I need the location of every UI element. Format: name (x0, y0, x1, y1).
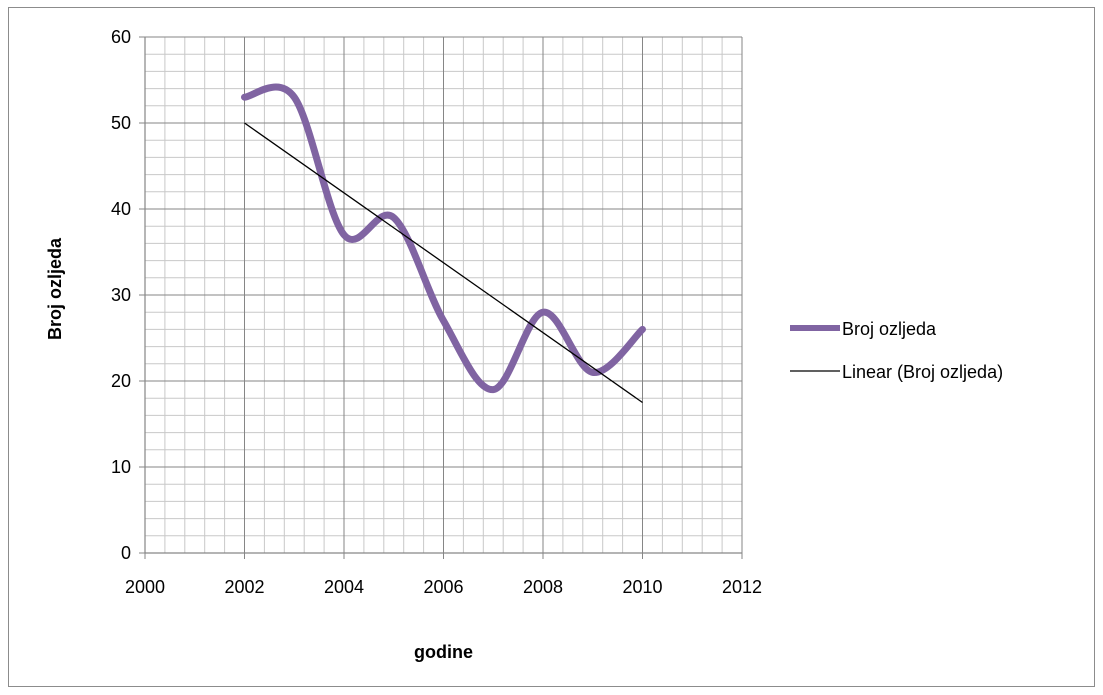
y-tick-labels: 0 10 20 30 40 50 60 (111, 27, 131, 563)
x-tick-labels: 2000 2002 2004 2006 2008 2010 2012 (125, 577, 762, 597)
x-tick-label: 2012 (722, 577, 762, 597)
x-tick-label: 2008 (523, 577, 563, 597)
major-gridlines (144, 36, 743, 554)
series-line-linear-trendline (244, 122, 643, 404)
x-tick-label: 2000 (125, 577, 165, 597)
series-layer (241, 83, 646, 404)
x-tick-label: 2006 (423, 577, 463, 597)
x-tick-label: 2002 (224, 577, 264, 597)
y-axis-title: Broj ozljeda (45, 237, 65, 340)
y-tick-label: 30 (111, 285, 131, 305)
series-line-broj-ozljeda (241, 83, 646, 394)
legend-label-trendline: Linear (Broj ozljeda) (842, 362, 1003, 382)
legend-label-series: Broj ozljeda (842, 319, 937, 339)
y-tick-label: 50 (111, 113, 131, 133)
y-tick-label: 60 (111, 27, 131, 47)
x-axis-title: godine (414, 642, 473, 662)
x-tick-label: 2004 (324, 577, 364, 597)
y-tick-label: 0 (121, 543, 131, 563)
y-tick-label: 10 (111, 457, 131, 477)
y-tick-label: 40 (111, 199, 131, 219)
x-tick-label: 2010 (622, 577, 662, 597)
axes (139, 36, 743, 559)
y-tick-label: 20 (111, 371, 131, 391)
chart-frame: 2000 2002 2004 2006 2008 2010 2012 0 10 20 30 40 50… (8, 7, 1095, 687)
chart-svg: 2000 2002 2004 2006 2008 2010 2012 0 10 20 30 40 50… (45, 27, 1003, 662)
legend: Broj ozljeda Linear (Broj ozljeda) (790, 319, 1003, 382)
